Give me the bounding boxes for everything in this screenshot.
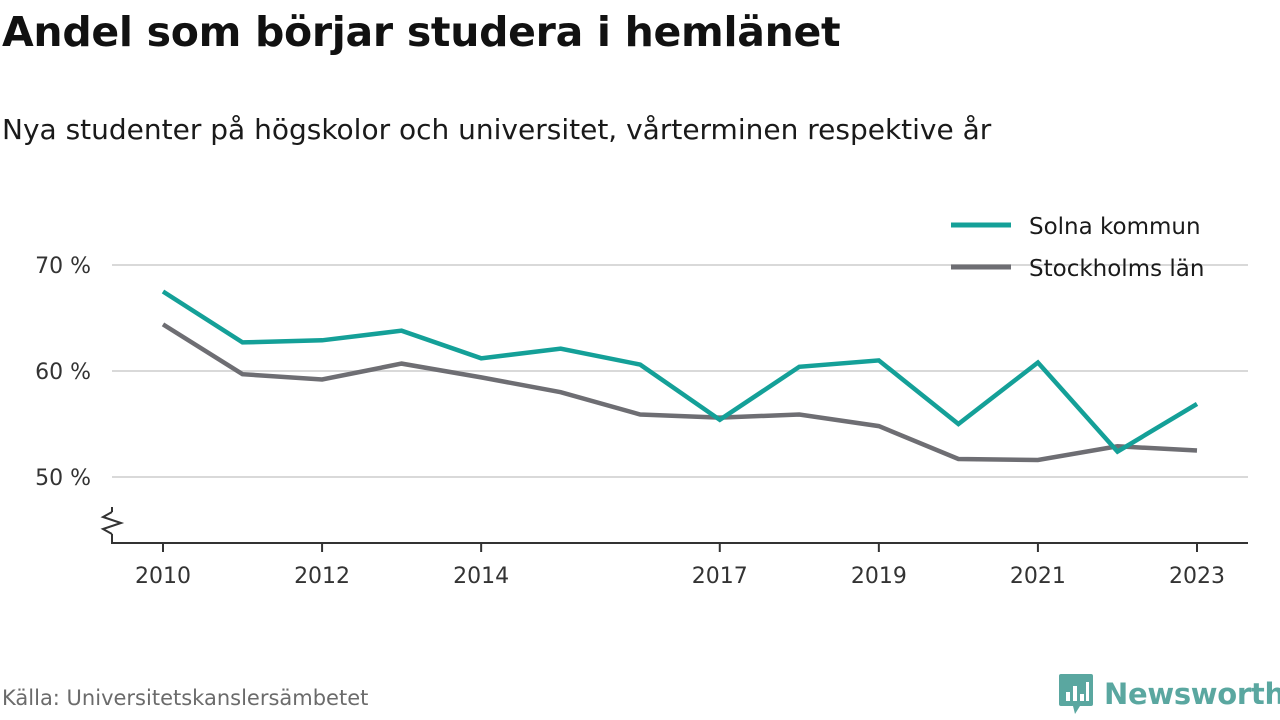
- x-tick-label: 2012: [294, 564, 350, 589]
- x-tick-label: 2021: [1010, 564, 1066, 589]
- source-note: Källa: Universitetskanslersämbetet: [2, 686, 369, 710]
- series-line-stockholm: [161, 322, 1198, 463]
- x-tick-label: 2023: [1169, 564, 1225, 589]
- chart-subtitle: Nya studenter på högskolor och universit…: [2, 113, 992, 146]
- x-tick-label: 2019: [851, 564, 907, 589]
- series-line-solna: [161, 289, 1199, 455]
- x-tick-label: 2010: [135, 564, 191, 589]
- y-tick-label: 70 %: [35, 254, 91, 279]
- brand-name: Newsworthy: [1104, 677, 1280, 711]
- y-tick-label: 60 %: [35, 360, 91, 385]
- chart-title: Andel som börjar studera i hemlänet: [2, 8, 841, 56]
- brand-logo: Newsworthy: [1058, 672, 1280, 716]
- legend-label: Solna kommun: [1029, 214, 1201, 240]
- newsworthy-logo-icon: [1059, 674, 1093, 714]
- x-tick-label: 2014: [453, 564, 509, 589]
- zigzag-break-icon: [100, 511, 125, 535]
- legend-label: Stockholms län: [1029, 256, 1204, 282]
- y-tick-label: 50 %: [35, 466, 91, 491]
- x-tick-label: 2017: [692, 564, 748, 589]
